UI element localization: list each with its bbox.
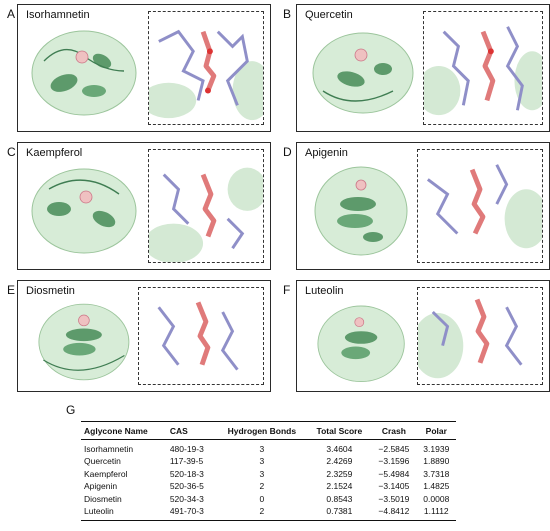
protein-structure-image xyxy=(31,30,137,116)
panel-letter-c: C xyxy=(7,145,16,159)
cell: 2.3259 xyxy=(326,468,353,479)
cell: 3.4604 xyxy=(326,444,353,454)
table-header-row: Aglycone Name CAS Hydrogen Bonds Total S… xyxy=(81,421,456,440)
cell: 0.7381 xyxy=(326,505,353,516)
cell: 2 xyxy=(259,505,265,516)
protein-structure-image xyxy=(38,303,130,381)
table-row: Kaempferol 520-18-3 3 2.3259 −5.4984 3.7… xyxy=(81,468,456,480)
cell: 3.1939 xyxy=(423,444,450,454)
cell: Isorhamnetin xyxy=(84,444,134,454)
panel-letter-d: D xyxy=(283,145,292,159)
panel-f-title: Luteolin xyxy=(305,285,344,297)
cell: 1.4825 xyxy=(423,481,450,492)
cell: −5.4984 xyxy=(378,468,410,479)
cell: 2.4269 xyxy=(326,456,353,467)
column-header: Hydrogen Bonds xyxy=(227,426,297,436)
binding-site-zoom xyxy=(138,287,264,385)
cell: 2 xyxy=(259,481,265,492)
cell: 0.8543 xyxy=(326,493,353,504)
panel-a-title: Isorhamnetin xyxy=(26,9,90,21)
panel-a: Isorhamnetin xyxy=(17,4,271,132)
table-row: Luteolin 491-70-3 2 0.7381 −4.8412 1.111… xyxy=(81,505,456,521)
cell: −2.5845 xyxy=(378,444,410,454)
cell: −4.8412 xyxy=(378,505,410,516)
panel-letter-b: B xyxy=(283,7,292,21)
panel-d: Apigenin xyxy=(296,142,550,270)
column-header: Polar xyxy=(425,426,447,436)
panel-e: Diosmetin xyxy=(17,280,271,392)
table-row: Diosmetin 520-34-3 0 0.8543 −3.5019 0.00… xyxy=(81,492,456,504)
binding-site-zoom xyxy=(417,149,543,263)
protein-structure-image xyxy=(317,305,405,383)
panel-letter-g: G xyxy=(66,403,76,417)
protein-structure-image xyxy=(314,166,408,256)
cell: 0 xyxy=(259,493,265,504)
binding-site-image xyxy=(149,167,263,262)
binding-site-zoom xyxy=(423,11,543,125)
binding-site-image xyxy=(149,29,263,121)
cell: 117-39-5 xyxy=(169,456,204,467)
cell: 3 xyxy=(259,456,265,467)
panel-b: Quercetin xyxy=(296,4,550,132)
panel-d-title: Apigenin xyxy=(305,147,348,159)
panel-c: Kaempferol xyxy=(17,142,271,270)
column-header: CAS xyxy=(169,426,188,436)
cell: 3.7318 xyxy=(423,468,450,479)
cell: 520-18-3 xyxy=(169,468,204,479)
binding-site-image xyxy=(424,26,542,116)
cell: 480-19-3 xyxy=(169,444,204,454)
cell: Luteolin xyxy=(84,505,114,516)
cell: Diosmetin xyxy=(84,493,122,504)
cell: −3.1596 xyxy=(378,456,410,467)
panel-e-title: Diosmetin xyxy=(26,285,75,297)
cell: 491-70-3 xyxy=(169,505,204,516)
cell: 0.0008 xyxy=(423,493,450,504)
panel-b-title: Quercetin xyxy=(305,9,353,21)
panel-c-title: Kaempferol xyxy=(26,147,83,159)
binding-site-image xyxy=(157,301,239,371)
cell: 1.1112 xyxy=(423,505,449,516)
panel-letter-a: A xyxy=(7,7,16,21)
cell: 520-36-5 xyxy=(169,481,204,492)
cell: 1.8890 xyxy=(423,456,450,467)
cell: 520-34-3 xyxy=(169,493,204,504)
protein-structure-image xyxy=(31,168,137,254)
binding-site-image xyxy=(418,298,523,379)
cell: Apigenin xyxy=(84,481,118,492)
table-row: Apigenin 520-36-5 2 2.1524 −3.1405 1.482… xyxy=(81,480,456,492)
protein-structure-image xyxy=(312,32,414,114)
column-header: Crash xyxy=(381,426,406,436)
cell: Kaempferol xyxy=(84,468,128,479)
binding-site-zoom xyxy=(417,287,543,385)
table-row: Isorhamnetin 480-19-3 3 3.4604 −2.5845 3… xyxy=(81,440,456,456)
cell: −3.5019 xyxy=(378,493,410,504)
cell: 3 xyxy=(259,468,265,479)
binding-site-image xyxy=(426,164,542,249)
panel-f: Luteolin xyxy=(296,280,550,392)
table-row: Quercetin 117-39-5 3 2.4269 −3.1596 1.88… xyxy=(81,455,456,467)
cell: −3.1405 xyxy=(378,481,410,492)
cell: 3 xyxy=(259,444,265,454)
cell: 2.1524 xyxy=(326,481,353,492)
column-header: Aglycone Name xyxy=(84,426,148,436)
binding-site-zoom xyxy=(148,149,264,263)
binding-site-zoom xyxy=(148,11,264,125)
column-header: Total Score xyxy=(316,426,363,436)
docking-results-table: Aglycone Name CAS Hydrogen Bonds Total S… xyxy=(81,421,456,521)
panel-letter-e: E xyxy=(7,283,16,297)
cell: Quercetin xyxy=(84,456,121,467)
panel-letter-f: F xyxy=(283,283,291,297)
